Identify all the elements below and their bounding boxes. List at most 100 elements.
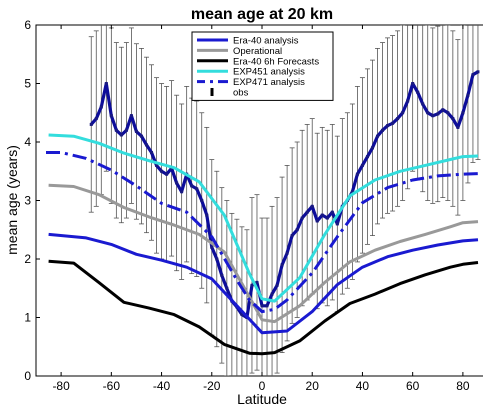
obs-point	[360, 163, 364, 167]
obs-point	[406, 99, 410, 103]
obs-point	[295, 228, 299, 232]
obs-point	[265, 304, 269, 308]
obs-point	[401, 111, 405, 115]
obs-point	[109, 114, 113, 118]
x-tick-label: 20	[306, 379, 320, 393]
obs-point	[144, 143, 148, 147]
y-tick-label: 0	[24, 369, 31, 383]
series-line-exp451-analysis	[48, 133, 479, 303]
legend-label-era-40-analysis: Era-40 analysis	[233, 36, 299, 47]
x-tick-label: -80	[52, 379, 70, 393]
obs-point	[310, 204, 314, 208]
obs-point	[180, 190, 184, 194]
y-axis-label: mean age (years)	[4, 145, 20, 255]
obs-point	[300, 216, 304, 220]
obs-point	[215, 257, 219, 261]
obs-point	[305, 210, 309, 214]
obs-point	[441, 108, 445, 112]
legend-label-exp451-analysis: EXP451 analysis	[233, 67, 305, 78]
legend-box	[191, 31, 334, 101]
obs-point	[426, 111, 430, 115]
obs-point	[386, 124, 390, 128]
obs-point	[134, 129, 138, 133]
chart-title: mean age at 20 km	[191, 6, 333, 23]
y-tick-label: 3	[24, 194, 31, 208]
y-tick-label: 5	[24, 77, 31, 91]
series-line-era-40-analysis	[48, 232, 479, 335]
obs-point	[175, 181, 179, 185]
series-lines	[46, 133, 479, 356]
series-line-era-40-6h-forecasts	[48, 259, 479, 356]
obs-point	[200, 199, 204, 202]
y-tick-label: 1	[24, 311, 31, 325]
y-tick-label: 4	[24, 135, 31, 149]
obs-point	[280, 263, 284, 267]
obs-point	[119, 133, 123, 137]
obs-point	[260, 304, 264, 308]
obs-point	[139, 134, 143, 138]
obs-point	[446, 111, 450, 115]
x-tick-label: 80	[456, 379, 470, 393]
obs-point	[255, 280, 259, 284]
obs-point	[355, 172, 359, 176]
obs-point	[391, 121, 395, 125]
x-tick-label: -60	[103, 379, 121, 393]
obs-point	[461, 111, 465, 115]
obs-point	[325, 216, 329, 220]
obs-point	[285, 251, 289, 255]
obs-point	[416, 90, 420, 94]
obs-point	[220, 273, 224, 277]
obs-point	[431, 114, 435, 118]
obs-point	[114, 128, 118, 132]
obs-point	[104, 82, 108, 85]
obs-point	[320, 213, 324, 217]
obs-point	[365, 155, 369, 159]
obs-point	[165, 172, 169, 176]
obs-point	[290, 234, 294, 238]
x-tick-label: -20	[203, 379, 221, 393]
obs-point	[421, 102, 425, 106]
obs-point	[150, 151, 154, 155]
obs-point	[466, 93, 470, 97]
obs-point	[381, 128, 385, 132]
obs-point	[250, 283, 254, 287]
obs-point	[225, 286, 229, 290]
obs-point	[129, 114, 133, 118]
y-tick-label: 2	[24, 252, 31, 266]
series-line-exp471-analysis	[46, 151, 479, 314]
obs-point	[190, 184, 194, 188]
obs-point	[451, 117, 455, 121]
obs-point	[350, 190, 354, 194]
obs-point	[476, 70, 480, 74]
obs-point	[411, 82, 415, 85]
obs-point	[471, 73, 475, 77]
axes: -80 -60 -40 -20 0 20 40 60 80 0 1 2 3 4 5 6	[24, 18, 470, 393]
obs-point	[155, 163, 159, 167]
legend-label-exp471-analysis: EXP471 analysis	[233, 77, 305, 88]
legend-label-operational: Operational	[233, 46, 282, 57]
obs-point	[270, 292, 274, 296]
series-line-operational	[48, 183, 479, 324]
obs-point	[376, 134, 380, 138]
obs-point	[94, 117, 98, 121]
x-tick-label: 40	[356, 379, 370, 393]
obs-point	[210, 245, 214, 249]
y-tick-label: 6	[24, 18, 31, 32]
obs-point	[124, 128, 128, 132]
x-tick-label: 0	[259, 379, 266, 393]
x-axis-label: Latitude	[237, 391, 287, 407]
x-tick-label: -40	[153, 379, 171, 393]
obs-point	[456, 125, 460, 129]
obs-point	[89, 122, 93, 126]
obs-point	[195, 187, 199, 191]
obs-point	[335, 222, 339, 226]
obs-point	[330, 210, 334, 214]
obs-point	[370, 146, 374, 150]
legend-label-obs: obs	[233, 88, 249, 99]
obs-point	[315, 219, 319, 223]
legend-label-era-40-6h-forecasts: Era-40 6h Forecasts	[233, 56, 319, 67]
obs-point	[240, 313, 244, 317]
obs-point	[99, 105, 103, 109]
obs-point	[436, 112, 440, 116]
